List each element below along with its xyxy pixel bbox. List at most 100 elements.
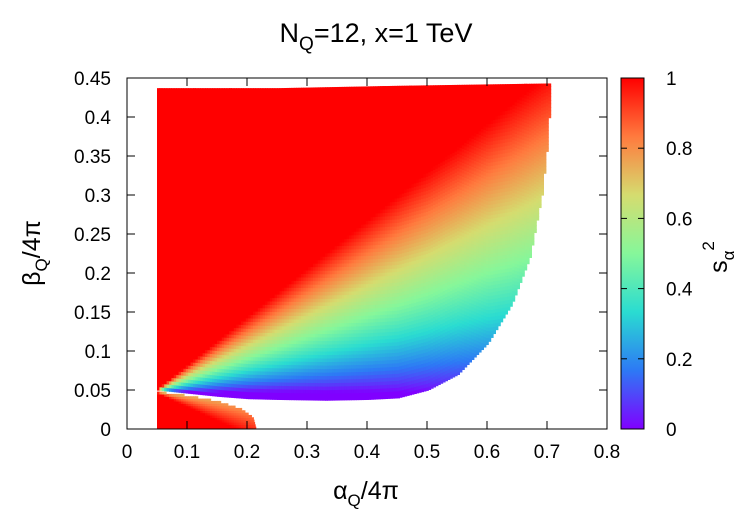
heatmap-cell [260, 184, 264, 189]
heatmap-cell [171, 187, 175, 193]
heatmap-cell [171, 145, 175, 150]
heatmap-cell [238, 394, 242, 399]
heatmap-cell [238, 289, 242, 294]
heatmap-cell [176, 251, 180, 256]
heatmap-cell [183, 266, 187, 271]
heatmap-cell [193, 228, 196, 233]
heatmap-cell [224, 326, 228, 331]
heatmap-cell [171, 93, 175, 98]
heatmap-cell [209, 93, 213, 98]
heatmap-cell [209, 121, 213, 126]
heatmap-cell [185, 291, 189, 296]
heatmap-cell [286, 136, 290, 141]
heatmap-cell [274, 146, 278, 151]
heatmap-cell [245, 117, 249, 122]
heatmap-cell [171, 135, 175, 140]
heatmap-cell [291, 360, 295, 366]
heatmap-cell [173, 254, 177, 259]
heatmap-cell [257, 339, 261, 344]
heatmap-cell [257, 212, 261, 217]
heatmap-cell [229, 358, 232, 363]
heatmap-cell [190, 154, 194, 159]
heatmap-cell [226, 98, 230, 103]
heatmap-cell [245, 107, 249, 112]
heatmap-cell [291, 276, 295, 281]
heatmap-cell [176, 188, 180, 193]
heatmap-cell [185, 164, 189, 169]
heatmap-cell [226, 154, 230, 159]
heatmap-cell [253, 349, 256, 354]
heatmap-cell [265, 156, 268, 161]
heatmap-cell [217, 375, 220, 380]
heatmap-cell [281, 385, 285, 390]
heatmap-cell [250, 93, 254, 98]
heatmap-cell [229, 98, 232, 103]
heatmap-cell [195, 95, 199, 100]
heatmap-cell [161, 88, 165, 93]
heatmap-cell [289, 374, 292, 380]
heatmap-cell [166, 110, 170, 115]
heatmap-cell [157, 316, 160, 321]
heatmap-cell [229, 151, 232, 156]
heatmap-cell [164, 327, 168, 332]
heatmap-cell [178, 325, 182, 330]
heatmap-cell [171, 226, 175, 231]
heatmap-cell [171, 359, 175, 365]
heatmap-cell [257, 356, 261, 361]
heatmap-cell [253, 181, 256, 186]
heatmap-cell [188, 129, 192, 135]
heatmap-cell [161, 193, 165, 199]
heatmap-cell [286, 231, 290, 236]
heatmap-cell [236, 341, 240, 346]
heatmap-cell [202, 187, 206, 192]
heatmap-cell [248, 377, 252, 382]
heatmap-cell [229, 330, 232, 335]
heatmap-cell [257, 142, 261, 147]
heatmap-cell [205, 117, 208, 122]
heatmap-cell [214, 150, 218, 155]
heatmap-cell [257, 230, 261, 235]
heatmap-cell [176, 377, 180, 383]
heatmap-cell [229, 274, 232, 279]
heatmap-cell [217, 266, 220, 271]
heatmap-cell [190, 221, 194, 226]
heatmap-cell [209, 251, 213, 256]
heatmap-cell [245, 142, 249, 147]
heatmap-cell [236, 390, 240, 395]
heatmap-cell [212, 90, 216, 95]
heatmap-cell [169, 110, 172, 115]
heatmap-cell [205, 166, 208, 171]
heatmap-cell [169, 163, 172, 168]
heatmap-cell [164, 295, 168, 301]
heatmap-cell [253, 89, 256, 94]
heatmap-cell [195, 190, 199, 195]
heatmap-cell [217, 276, 220, 282]
heatmap-cell [164, 208, 168, 213]
heatmap-cell [253, 363, 256, 368]
heatmap-cell [248, 117, 252, 122]
heatmap-cell [226, 235, 230, 240]
heatmap-cell [178, 360, 182, 365]
heatmap-cell [166, 366, 170, 371]
heatmap-cell [289, 304, 292, 309]
heatmap-cell [233, 337, 237, 342]
heatmap-cell [159, 235, 163, 240]
heatmap-cell [272, 178, 276, 183]
heatmap-cell [217, 157, 220, 162]
heatmap-cell [229, 246, 232, 251]
heatmap-cell [265, 93, 268, 98]
heatmap-cell [169, 152, 172, 157]
heatmap-cell [238, 190, 242, 195]
heatmap-cell [178, 114, 182, 120]
heatmap-cell [279, 244, 283, 250]
heatmap-cell [183, 385, 187, 390]
heatmap-cell [219, 368, 223, 373]
heatmap-cell [231, 309, 235, 314]
heatmap-cell [238, 152, 242, 157]
heatmap-cell [238, 106, 242, 111]
heatmap-cell [183, 354, 187, 359]
heatmap-cell [284, 160, 288, 165]
heatmap-cell [255, 286, 259, 291]
heatmap-cell [181, 388, 184, 394]
heatmap-cell [185, 245, 189, 250]
